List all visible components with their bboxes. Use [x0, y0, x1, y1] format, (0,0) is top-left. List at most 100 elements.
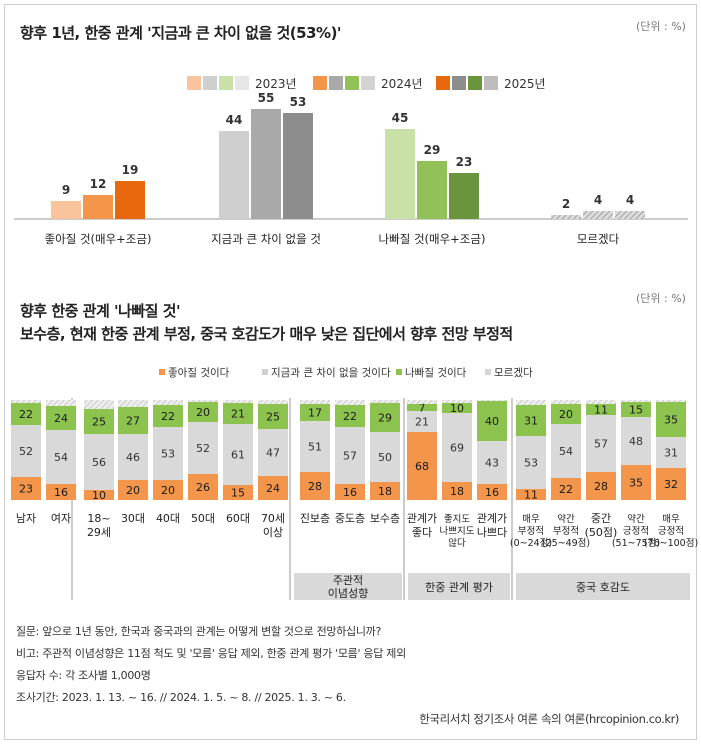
chart2-title-line1: 향후 한중 관계 '나빠질 것' — [20, 302, 181, 320]
segment-value: 51 — [308, 441, 322, 454]
segment-value: 68 — [415, 460, 429, 473]
segment-value: 18 — [378, 485, 392, 498]
chart2-title-line2: 보수층, 현재 한중 관계 부정, 중국 호감도가 매우 낮은 집단에서 향후 … — [20, 325, 513, 343]
stack-segment — [46, 484, 76, 500]
category-label-line: 보수층 — [370, 512, 400, 525]
bar — [385, 129, 415, 219]
category-label-line: 60대 — [226, 512, 250, 525]
footer-sample: 응답자 수: 각 조사별 1,000명 — [16, 669, 151, 682]
stack-segment — [370, 482, 400, 500]
stack-segment — [656, 468, 686, 500]
category-label-line: (0~24점) — [510, 537, 552, 549]
segment-value: 22 — [559, 483, 573, 496]
figure-frame — [4, 4, 697, 740]
bar-value: 4 — [594, 193, 602, 207]
legend-swatch — [361, 76, 375, 90]
stack-segment — [258, 429, 288, 476]
stack-segment — [153, 427, 183, 480]
category-label-line: (51~75점) — [612, 537, 660, 549]
segment-value: 21 — [231, 408, 245, 421]
group-box — [408, 573, 510, 600]
segment-value: 26 — [196, 481, 210, 494]
bar-value: 19 — [122, 163, 139, 177]
stack-segment — [118, 407, 148, 434]
group-label-line: 한중 관계 평가 — [425, 581, 493, 594]
category-label: 약간 긍정적 (51~75점) — [612, 513, 660, 549]
stack-segment — [621, 465, 651, 500]
stack-segment — [516, 405, 546, 436]
chart1-title: 향후 1년, 한중 관계 '지금과 큰 차이 없을 것(53%)' — [20, 24, 342, 42]
category-label: 좋지도 나쁘지도 않다 — [440, 514, 475, 549]
segment-value: 28 — [308, 480, 322, 493]
segment-value: 24 — [54, 412, 68, 425]
stack-segment — [516, 489, 546, 500]
bar-value: 53 — [290, 95, 307, 109]
stack-segment — [153, 405, 183, 427]
category-label-line: (76~100점) — [644, 537, 698, 549]
bar — [417, 161, 447, 219]
category-label: 관계가 좋다 — [407, 512, 437, 539]
footer-period: 조사기간: 2023. 1. 13. ~ 16. // 2024. 1. 5. … — [16, 691, 346, 704]
stack-segment — [84, 434, 114, 490]
category-label-line: (25~49점) — [542, 537, 590, 549]
group-label-line: 주관적 — [333, 574, 363, 587]
bar-value: 2 — [562, 197, 570, 211]
chart2-title: 향후 한중 관계 '나빠질 것' 보수층, 현재 한중 관계 부정, 중국 호감… — [20, 300, 513, 346]
stack-segment — [442, 403, 472, 413]
category-label-line: 긍정적 — [658, 525, 684, 537]
segment-value: 20 — [126, 484, 140, 497]
stack-segment — [118, 434, 148, 480]
stack-segment — [442, 482, 472, 500]
stack-segment — [223, 424, 253, 485]
category-label-line: 30대 — [121, 512, 145, 525]
segment-value: 52 — [19, 445, 33, 458]
legend-swatch — [313, 76, 327, 90]
segment-value: 22 — [343, 410, 357, 423]
segment-value: 35 — [629, 477, 643, 490]
bar-value: 45 — [392, 111, 409, 125]
legend-label: 모르겠다 — [494, 367, 533, 379]
legend-swatch — [452, 76, 466, 90]
category-label: 좋아질 것(매우+조금) — [45, 232, 152, 246]
category-label-line: 18~ — [87, 512, 110, 525]
stack-segment — [551, 424, 581, 478]
stack-segment — [407, 400, 437, 404]
category-label: 보수층 — [370, 512, 400, 525]
stack-segment — [11, 425, 41, 477]
stack-segment — [258, 476, 288, 500]
category-label-line: 관계가 — [407, 512, 437, 525]
bar — [115, 181, 145, 219]
segment-value: 28 — [594, 480, 608, 493]
segment-value: 25 — [266, 411, 280, 424]
stack-segment — [407, 432, 437, 500]
segment-value: 23 — [19, 483, 33, 496]
bar-value: 29 — [424, 143, 441, 157]
legend-label: 2023년 — [255, 77, 297, 91]
category-label: 50대 — [191, 512, 215, 525]
category-label: 중도층 — [335, 512, 365, 525]
stack-segment — [551, 478, 581, 500]
segment-value: 52 — [196, 442, 210, 455]
stack-segment — [46, 430, 76, 484]
stack-segment — [656, 400, 686, 402]
segment-value: 57 — [594, 438, 608, 451]
category-label-line: 부정적 — [553, 525, 579, 537]
segment-value: 54 — [559, 445, 573, 458]
stack-segment — [335, 427, 365, 484]
group-label: 중국 호감도 — [576, 581, 630, 594]
segment-value: 56 — [92, 456, 106, 469]
segment-value: 47 — [266, 447, 280, 460]
stack-segment — [477, 484, 507, 500]
segment-value: 22 — [19, 408, 33, 421]
category-label-line: 이상 — [263, 526, 283, 539]
stack-segment — [442, 400, 472, 403]
category-label: 여자 — [51, 512, 71, 525]
stack-segment — [300, 421, 330, 472]
category-label-line: 관계가 — [477, 512, 507, 525]
stack-segment — [335, 400, 365, 405]
stack-segment — [407, 411, 437, 432]
category-label-line: 70세 — [261, 512, 285, 525]
category-label-line: 진보층 — [300, 512, 330, 525]
group-label-line: 중국 호감도 — [576, 581, 630, 594]
segment-value: 27 — [126, 415, 140, 428]
